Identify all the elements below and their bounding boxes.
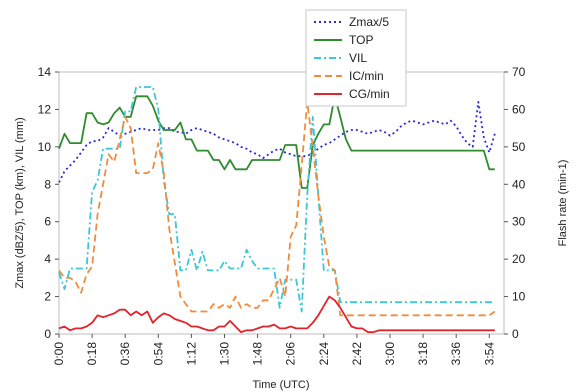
legend-box: [305, 9, 407, 107]
series-line-cg-min: [58, 295, 495, 334]
right-tick-label: 40: [512, 177, 526, 191]
left-y-axis: 0 2 4 6 8 10 12 14: [38, 65, 59, 341]
right-axis-title: Flash rate (min-1): [557, 160, 569, 247]
right-y-axis: 0 10 20 30 40 50 60 70: [504, 65, 526, 341]
right-tick-label: 0: [512, 327, 519, 341]
series-layer: [58, 86, 496, 334]
plot-area: [58, 71, 505, 335]
right-tick-label: 70: [512, 65, 526, 79]
x-tick-label: 3:00: [383, 342, 397, 366]
x-tick-label: 3:54: [482, 342, 496, 366]
right-tick-label: 60: [512, 102, 526, 116]
legend-label: IC/min: [349, 69, 384, 83]
x-tick-label: 0:36: [118, 342, 132, 366]
series-line-top: [58, 95, 495, 189]
legend: Zmax/5 TOP VIL IC/min CG/min: [305, 9, 407, 107]
x-tick-label: 1:30: [217, 342, 231, 366]
x-tick-label: 3:18: [416, 342, 430, 366]
left-tick-label: 4: [44, 252, 51, 266]
right-tick-label: 50: [512, 140, 526, 154]
x-tick-label: 0:54: [151, 342, 165, 366]
left-tick-label: 6: [44, 215, 51, 229]
x-tick-label: 1:48: [251, 342, 265, 366]
series-line-ic-min: [58, 101, 496, 317]
left-axis-title: Zmax (dBZ/5), TOP (km), VIL (mm): [14, 117, 26, 288]
x-tick-label: 2:06: [284, 342, 298, 366]
x-tick-label: 2:24: [317, 342, 331, 366]
left-tick-label: 10: [38, 140, 52, 154]
left-tick-label: 2: [44, 290, 51, 304]
legend-label: Zmax/5: [349, 15, 389, 29]
x-tick-label: 3:36: [449, 342, 463, 366]
legend-label: CG/min: [349, 87, 390, 101]
x-tick-label: 0:00: [52, 342, 66, 366]
series-line-zmax-5: [58, 101, 496, 183]
x-tick-label: 2:42: [350, 342, 364, 366]
x-axis-title: Time (UTC): [252, 379, 309, 391]
left-tick-label: 14: [38, 65, 52, 79]
legend-label: VIL: [349, 51, 367, 65]
x-tick-label: 0:18: [85, 342, 99, 366]
left-tick-label: 12: [38, 102, 52, 116]
series-line-vil: [58, 86, 495, 313]
left-tick-label: 0: [44, 327, 51, 341]
right-tick-label: 30: [512, 215, 526, 229]
left-tick-label: 8: [44, 177, 51, 191]
x-tick-label: 1:12: [184, 342, 198, 366]
right-tick-label: 20: [512, 252, 526, 266]
x-axis: 0:00 0:18 0:36 0:54 1:12 1:30 1:48 2:06 2:24 2:42…: [52, 334, 496, 365]
right-tick-label: 10: [512, 290, 526, 304]
legend-label: TOP: [349, 33, 373, 47]
